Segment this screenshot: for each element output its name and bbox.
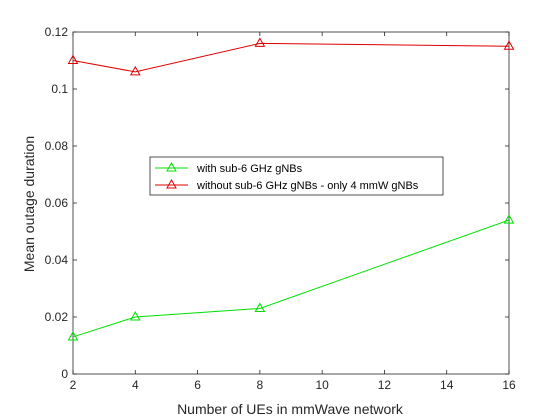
legend: with sub-6 GHz gNBs without sub-6 GHz gN… — [149, 156, 444, 196]
y-axis-label: Mean outage duration — [21, 136, 37, 272]
x-tick-label: 8 — [257, 378, 264, 392]
plot-area — [72, 31, 510, 375]
y-tick-label: 0.06 — [45, 196, 69, 210]
y-tick-label: 0.08 — [45, 139, 69, 153]
y-tick-label: 0.02 — [45, 310, 69, 324]
data-point-marker — [254, 37, 266, 47]
x-axis-label: Number of UEs in mmWave network — [177, 401, 404, 417]
x-tick-label: 10 — [315, 378, 329, 392]
x-tick-label: 16 — [502, 378, 516, 392]
plot-frame — [72, 31, 510, 375]
data-point-marker — [503, 40, 515, 50]
tick-layer: 2 4 6 8 10 12 14 16 0 0.02 0.04 0.06 0.08 0.1 0.12 — [45, 25, 516, 392]
data-point-marker — [129, 310, 141, 321]
legend-swatch-marker-1 — [166, 178, 177, 189]
legend-entry-1: without sub-6 GHz gNBs - only 4 mmW gNBs — [196, 180, 419, 192]
series-line-1 — [72, 42, 510, 73]
x-tick-label: 12 — [378, 378, 392, 392]
x-tick-label: 6 — [194, 378, 201, 392]
x-tick-label: 14 — [440, 378, 454, 392]
data-point-marker — [129, 65, 141, 76]
y-tick-label: 0 — [61, 367, 68, 381]
y-tick-label: 0.1 — [51, 82, 68, 96]
x-tick-label: 2 — [70, 378, 77, 392]
y-tick-label: 0.04 — [45, 253, 69, 267]
x-tick-label: 4 — [132, 378, 139, 392]
data-point-marker — [503, 214, 515, 224]
data-point-marker — [67, 330, 79, 341]
data-point-marker — [67, 54, 79, 64]
data-point-marker — [254, 302, 266, 312]
legend-entry-0: with sub-6 GHz gNBs — [196, 163, 303, 175]
legend-swatch-marker-0 — [166, 161, 177, 172]
legend-box — [149, 156, 444, 196]
series-layer — [67, 37, 515, 341]
series-line-0 — [72, 219, 510, 338]
y-tick-label: 0.12 — [45, 25, 69, 39]
